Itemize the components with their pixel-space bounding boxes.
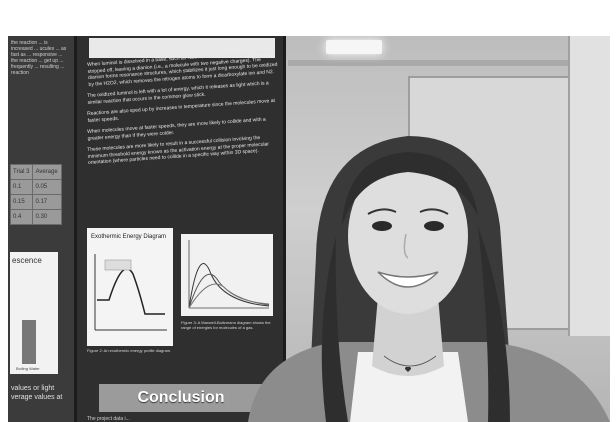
table-header-row: Trial 3 Average [9,164,62,180]
diagram-caption: Figure 2: An exothermic energy profile d… [87,348,172,353]
table-row: 0.15 0.17 [9,194,62,210]
photo: the reaction ... is increased ... ucules… [8,36,610,422]
smiling-student [248,136,610,422]
left-poster-footer: values or light verage values at [11,385,63,401]
table-cell: 0.30 [32,209,62,225]
energy-curve-graphic [94,254,167,331]
background-board-far [568,36,610,336]
left-chart-title: escence [12,256,42,265]
left-poster: the reaction ... is increased ... ucules… [8,36,74,422]
ceiling-beam [288,60,610,66]
table-row: 0.4 0.30 [9,209,62,225]
results-table: Trial 3 Average 0.1 0.05 0.15 0.17 0.4 0… [9,164,62,225]
table-header: Trial 3 [9,164,34,180]
poster-header-box [89,38,275,58]
table-cell: 0.05 [32,179,62,195]
boltzmann-curves-graphic [188,240,270,309]
conclusion-heading: Conclusion [99,384,263,412]
energy-diagram: Exothermic Energy Diagram [87,228,173,346]
boltzmann-chart [181,234,273,316]
table-header: Average [32,164,62,180]
diagram-title: Exothermic Energy Diagram [91,234,167,240]
table-row: 0.1 0.05 [9,179,62,195]
ceiling-light [326,40,382,54]
chart-caption: Figure 3: A Maxwell-Boltzmann diagram sh… [181,320,271,330]
science-poster: When luminol is dissolved in a base, suc… [74,36,286,422]
left-poster-text: the reaction ... is increased ... ucules… [11,40,67,76]
bar-label: Boiling Water [16,366,40,371]
left-poster-chart: escence Boiling Water [10,252,58,374]
table-cell: 0.1 [9,179,34,195]
table-cell: 0.4 [9,209,34,225]
chart-bar [22,320,36,364]
poster-bottom-text: The project data i... [87,416,130,422]
table-cell: 0.17 [32,194,62,210]
table-cell: 0.15 [9,194,34,210]
